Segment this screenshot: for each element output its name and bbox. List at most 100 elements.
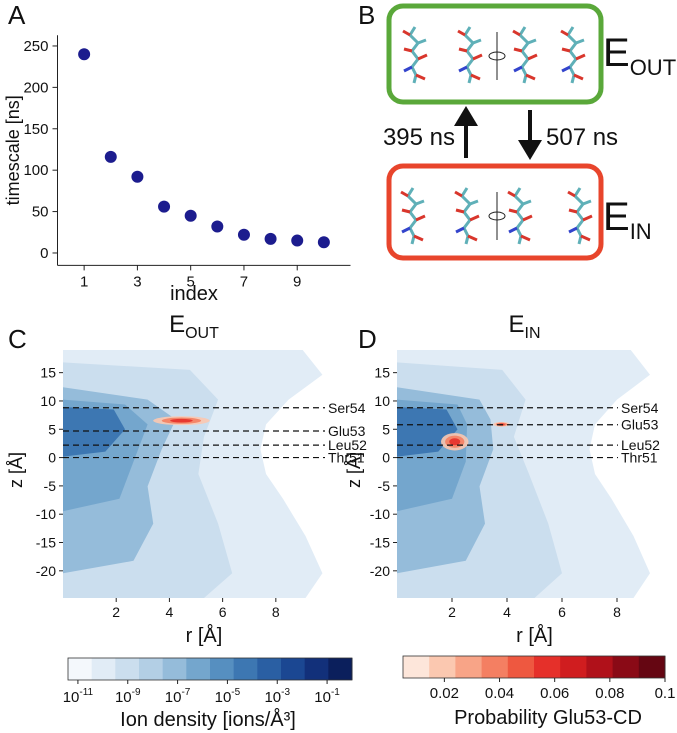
point — [264, 232, 277, 245]
y-axis-label: z [Å] — [344, 452, 364, 488]
point — [237, 228, 250, 241]
arrow-head — [518, 140, 542, 160]
colorbar-step — [328, 658, 353, 680]
state-box — [386, 3, 604, 105]
colorbar-step — [560, 656, 587, 678]
y-tick-label: 15 — [40, 365, 56, 381]
arrow-head — [454, 106, 478, 126]
colorbar-step — [115, 658, 140, 680]
point — [158, 200, 171, 213]
title-main: E — [169, 311, 185, 338]
y-tick-label: -5 — [378, 478, 391, 494]
y-tick-label: 0 — [382, 450, 390, 466]
residue-label: Ser54 — [328, 400, 366, 416]
x-tick-label: 5 — [187, 273, 195, 290]
point — [184, 209, 197, 222]
colorbar-frame — [402, 655, 666, 679]
tick-base: 10 — [264, 689, 281, 706]
tick-base: 10 — [314, 689, 331, 706]
x-tick-label: 1 — [80, 273, 88, 290]
x-tick-label: 8 — [613, 604, 621, 620]
colorbar-tick-label: 10-1 — [314, 687, 340, 706]
panel-letter: A — [8, 0, 26, 30]
tick-base: 10 — [63, 689, 80, 706]
residue-label: Thr51 — [621, 450, 658, 466]
y-tick-label: 100 — [23, 162, 48, 179]
y-tick-label: 15 — [374, 365, 390, 381]
molecule — [559, 25, 587, 85]
y-tick-label: 5 — [382, 421, 390, 437]
y-tick-label: 150 — [23, 121, 48, 138]
residue-label: Leu52 — [328, 437, 367, 453]
molecule — [401, 25, 429, 85]
state-main: E — [603, 195, 630, 239]
panel-title: EIN — [508, 311, 540, 342]
tick-exponent: -9 — [132, 687, 141, 698]
y-tick-label: -20 — [370, 563, 390, 579]
tick-exponent: -5 — [231, 687, 240, 698]
colorbar-step — [210, 658, 235, 680]
y-tick-label: -10 — [370, 506, 390, 522]
colorbar-tick-label: 10-9 — [115, 687, 141, 706]
colorbar-tick-label: 0.1 — [655, 685, 676, 702]
x-axis-label: index — [170, 283, 218, 305]
y-axis-label: timescale [ns] — [3, 95, 23, 205]
x-tick-label: 6 — [219, 604, 227, 620]
colorbar-label: Ion density [ions/Å³] — [120, 708, 296, 731]
molecule — [506, 186, 534, 246]
colorbar-tick-label: 0.04 — [485, 685, 514, 702]
title-sub: OUT — [185, 325, 219, 342]
density-region — [63, 407, 126, 457]
residue-label: Glu53 — [328, 423, 366, 439]
transition-label: 395 ns — [383, 124, 455, 151]
state-diagram: 395 ns 507 ns EOUT EIN — [383, 3, 676, 261]
point — [291, 234, 304, 247]
colorbar-frame — [67, 657, 353, 681]
x-axis-label: r [Å] — [186, 624, 223, 647]
residue-label: Leu52 — [621, 437, 660, 453]
tick-exponent: -7 — [181, 687, 190, 698]
colorbar-step — [481, 656, 509, 678]
colorbar-step — [403, 656, 430, 678]
colorbar-step — [139, 658, 164, 680]
y-tick-label: 200 — [23, 79, 48, 96]
colorbar-step — [429, 656, 456, 678]
probability-region — [170, 418, 193, 423]
colorbar-step — [281, 658, 306, 680]
panel-letter: C — [8, 324, 27, 354]
molecule — [566, 186, 594, 246]
x-tick-label: 9 — [293, 273, 301, 290]
colorbar-step — [304, 658, 329, 680]
y-tick-label: 50 — [32, 204, 49, 221]
tick-base: 10 — [215, 689, 232, 706]
rotation-icon — [488, 32, 506, 240]
colorbar-step — [534, 656, 561, 678]
state-label: EOUT — [603, 31, 676, 80]
residue-label: Glu53 — [621, 417, 659, 433]
x-tick-label: 7 — [240, 273, 248, 290]
point — [104, 150, 117, 163]
point — [131, 170, 144, 183]
y-axis-label: z [Å] — [6, 452, 26, 488]
x-tick-label: 2 — [448, 604, 456, 620]
probability-region — [449, 438, 461, 446]
y-tick-label: 10 — [40, 393, 56, 409]
x-tick-label: 8 — [272, 604, 280, 620]
colorbar-step — [257, 658, 282, 680]
colorbar-tick-label: 10-3 — [264, 687, 290, 706]
title-sub: IN — [525, 325, 541, 342]
tick-base: 10 — [165, 689, 182, 706]
colorbar-step — [586, 656, 614, 678]
tick-exponent: -3 — [281, 687, 290, 698]
x-axis-label: r [Å] — [516, 624, 553, 647]
colorbar-tick-label: 0.08 — [595, 685, 624, 702]
colorbar-tick-label: 10-11 — [63, 687, 94, 706]
colorbar-step — [91, 658, 116, 680]
y-tick-label: 0 — [40, 245, 48, 262]
arrow — [464, 110, 532, 158]
point — [211, 220, 224, 233]
y-tick-label: -15 — [370, 535, 390, 551]
tick-exponent: -11 — [79, 687, 93, 698]
title-main: E — [508, 311, 524, 338]
